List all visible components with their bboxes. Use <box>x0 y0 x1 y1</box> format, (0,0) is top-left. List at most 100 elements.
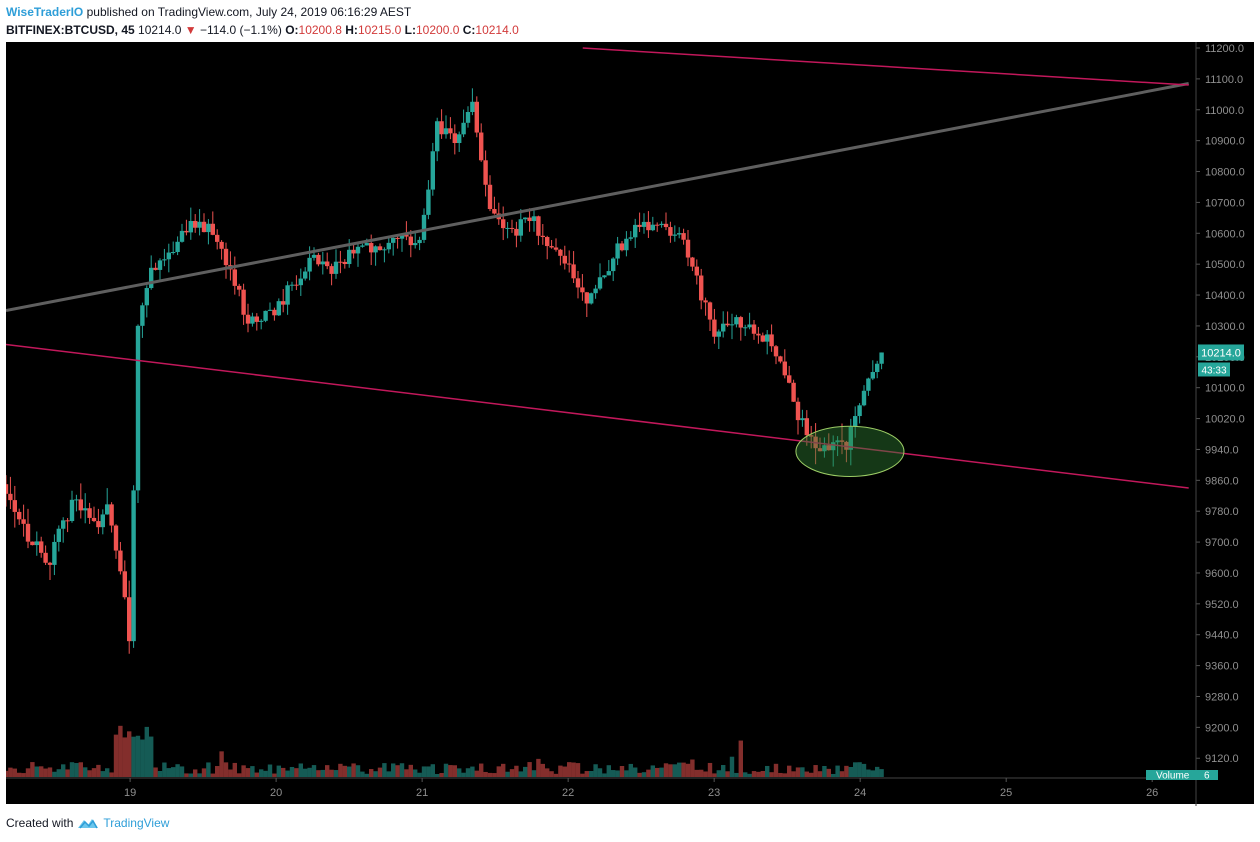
candle-body <box>861 390 867 406</box>
candle-body <box>826 445 831 451</box>
candle-body <box>435 121 440 152</box>
candle-body <box>47 562 53 565</box>
volume-bar <box>795 767 801 777</box>
volume-bar <box>606 765 611 777</box>
volume-bar <box>30 762 35 777</box>
candle-body <box>118 550 123 572</box>
price-axis[interactable]: 11200.0 11100.0 11000.0 10900.0 10800.0 10700… <box>1196 43 1245 765</box>
highlight-ellipse[interactable] <box>795 425 905 477</box>
candle-body <box>241 289 246 315</box>
tradingview-link[interactable]: TradingView <box>103 816 170 830</box>
candle-body <box>875 363 880 373</box>
candle-body <box>549 246 554 248</box>
volume-bar <box>386 771 391 777</box>
volume-bar <box>866 769 871 777</box>
candle-body <box>250 316 255 324</box>
volume-bar <box>25 768 31 777</box>
time-axis-label: 19 <box>124 787 136 799</box>
candle-body <box>289 284 295 286</box>
volume-bar <box>342 765 347 777</box>
time-axis-label: 25 <box>1000 787 1012 799</box>
candle-body <box>707 302 713 320</box>
volume-bar <box>523 766 528 777</box>
volume-bar <box>822 765 827 777</box>
candle-body <box>809 435 814 437</box>
candle-body <box>149 267 154 289</box>
volume-bar <box>584 771 589 777</box>
price-axis-label: 11200.0 <box>1205 43 1244 55</box>
volume-bar <box>171 767 176 777</box>
volume-bar <box>769 772 774 777</box>
upper-red-trendline[interactable] <box>582 47 1189 86</box>
volume-bar <box>835 765 840 777</box>
lower-red-trendline[interactable] <box>6 343 1189 489</box>
candle-body <box>747 324 752 328</box>
time-axis-label: 21 <box>416 787 428 799</box>
volume-bar <box>382 763 387 777</box>
candle-body <box>734 317 739 325</box>
volume-bar <box>303 768 308 777</box>
volume-bar <box>677 762 682 777</box>
time-axis[interactable]: 19 20 21 22 23 24 25 26 <box>6 777 1196 799</box>
candle-body <box>536 216 541 236</box>
volume-bar <box>650 765 655 777</box>
candle-body <box>276 301 281 316</box>
candle-body <box>773 346 779 357</box>
volume-bar <box>655 767 660 777</box>
price-axis-label: 9520.0 <box>1205 599 1239 611</box>
candle-body <box>800 418 805 421</box>
candle-body <box>175 241 180 253</box>
candle-body <box>153 267 158 270</box>
candle-body <box>637 224 642 227</box>
volume-bar <box>817 771 823 777</box>
price-axis-label: 9360.0 <box>1205 661 1239 673</box>
candle-body <box>694 266 699 276</box>
price-axis-label: 10700.0 <box>1205 197 1245 209</box>
candle-body <box>681 233 686 240</box>
created-with-text: Created with <box>6 816 74 830</box>
price-chart[interactable]: 11200.0 11100.0 11000.0 10900.0 10800.0 10700… <box>6 42 1254 806</box>
volume-bar <box>562 766 567 777</box>
price-axis-label: 9780.0 <box>1205 506 1239 518</box>
volume-bar <box>267 764 273 777</box>
candle-body <box>12 500 17 512</box>
candle-body <box>223 248 229 266</box>
volume-bar <box>707 762 713 777</box>
volume-label: Volume <box>1156 771 1190 782</box>
candle-body <box>34 541 39 546</box>
candle-body <box>140 305 145 326</box>
volume-bar <box>681 762 686 777</box>
volume-bar <box>263 770 268 777</box>
gray-trendline[interactable] <box>6 82 1189 312</box>
volume-bar <box>782 773 787 777</box>
candle-body <box>624 238 629 251</box>
candle-body <box>320 261 325 265</box>
candle-body <box>822 445 827 452</box>
candle-body <box>193 220 198 228</box>
volume-bar <box>153 767 158 777</box>
high-label: H: <box>345 23 358 37</box>
candle-body <box>870 372 875 379</box>
volume-bar <box>747 773 752 777</box>
author-link[interactable]: WiseTraderIO <box>6 5 84 19</box>
candle-body <box>373 246 378 253</box>
volume-bar <box>17 772 22 777</box>
volume-bar <box>250 766 255 777</box>
candle-body <box>30 541 35 546</box>
price-axis-label: 10020.0 <box>1205 414 1245 426</box>
volume-bar <box>809 772 814 777</box>
current-price-label: 10214.0 <box>1201 347 1241 359</box>
candle-body <box>848 426 853 450</box>
candle-body <box>74 499 79 501</box>
candle-body <box>782 361 787 376</box>
volume-bar <box>593 764 598 777</box>
countdown-tag <box>1198 362 1230 377</box>
candle-body <box>804 418 809 436</box>
candle-body <box>391 237 396 243</box>
volume-bar <box>725 771 730 777</box>
volume-bar <box>479 763 484 777</box>
candle-body <box>531 216 537 222</box>
volume-bar <box>206 762 211 777</box>
volume-bar <box>87 770 92 777</box>
candle-body <box>668 227 673 236</box>
